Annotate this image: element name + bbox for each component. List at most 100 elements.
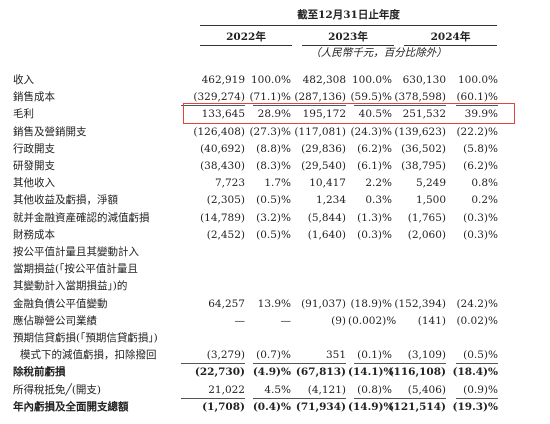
cell: 0.2% bbox=[471, 194, 498, 207]
cell: (117,081) bbox=[294, 125, 346, 138]
cell: (71.1)% bbox=[249, 91, 291, 104]
cell: (8.8)% bbox=[256, 142, 291, 155]
row-label: 模式下的減值虧損，扣除撥回 bbox=[20, 349, 157, 362]
row-label: 應佔聯營公司業績 bbox=[13, 314, 97, 327]
cell: (1,640) bbox=[307, 228, 346, 241]
sum-rule bbox=[456, 363, 498, 365]
cell: (2,452) bbox=[206, 228, 245, 241]
year-header: 2022年 bbox=[226, 31, 266, 43]
cell: (0.02)% bbox=[456, 314, 498, 327]
row-label: 其他收益及虧損，淨額 bbox=[13, 194, 118, 207]
cell: 64,257 bbox=[208, 297, 245, 310]
cell: (0.5)% bbox=[256, 228, 291, 241]
row-label: 其他收入 bbox=[13, 177, 55, 190]
cell: 4.5% bbox=[264, 383, 291, 396]
cell: (38,430) bbox=[200, 160, 245, 172]
cell: (59.5)% bbox=[350, 91, 392, 104]
cell: (126,408) bbox=[193, 125, 245, 138]
cell: (24.2)% bbox=[456, 297, 498, 310]
row-label: 收入 bbox=[13, 74, 34, 86]
highlight-box bbox=[183, 103, 515, 125]
cell: (2,305) bbox=[206, 194, 245, 207]
year-header: 2023年 bbox=[328, 31, 368, 43]
cell: (3,109) bbox=[407, 349, 446, 362]
cell: (1,708) bbox=[202, 400, 245, 413]
cell: (0.1)% bbox=[357, 349, 392, 362]
row-label: 行政開支 bbox=[13, 142, 55, 155]
cell: (3.2)% bbox=[256, 211, 291, 224]
row-label: 當期損益(「按公平值計量且 bbox=[13, 263, 138, 276]
cell: (19.3)% bbox=[452, 400, 499, 413]
cell: (40,692) bbox=[200, 142, 245, 155]
cell: 1,234 bbox=[315, 194, 346, 207]
cell: (0.3)% bbox=[357, 228, 392, 241]
cell: (5.8)% bbox=[463, 142, 498, 155]
cell: (6.2)% bbox=[463, 160, 498, 172]
row-label: 年內虧損及全面開支總額 bbox=[13, 400, 129, 413]
sum-rule bbox=[181, 105, 245, 107]
cell: (139,623) bbox=[394, 125, 446, 138]
cell: 40.5% bbox=[358, 108, 392, 121]
cell: 39.9% bbox=[464, 108, 498, 121]
cell: (1,765) bbox=[407, 211, 446, 224]
cell: 0.8% bbox=[471, 177, 498, 190]
cell: (6.2)% bbox=[357, 142, 392, 155]
cell: — bbox=[280, 314, 292, 327]
sum-rule bbox=[354, 105, 392, 107]
cell: (329,274) bbox=[193, 91, 245, 104]
cell: (22,730) bbox=[194, 366, 245, 379]
cell: (152,394) bbox=[394, 297, 446, 310]
row-label: 財務成本 bbox=[13, 228, 55, 241]
cell: (141) bbox=[417, 314, 446, 327]
cell: (0.002)% bbox=[348, 314, 397, 327]
cell: 5,249 bbox=[415, 177, 446, 190]
cell: (8.3)% bbox=[256, 160, 291, 172]
sum-rule bbox=[382, 105, 446, 107]
cell: (91,037) bbox=[301, 297, 346, 310]
cell: 10,417 bbox=[309, 177, 346, 190]
cell: 100.0% bbox=[457, 74, 498, 86]
cell: — bbox=[234, 314, 246, 327]
cell: (0.3)% bbox=[463, 228, 498, 241]
sum-rule bbox=[253, 105, 291, 107]
row-label: 研發開支 bbox=[13, 160, 55, 172]
cell: 462,919 bbox=[201, 74, 245, 86]
cell: 195,172 bbox=[302, 108, 346, 121]
row-label: 預期信貸虧損(「預期信貸虧損」) bbox=[13, 332, 158, 344]
cell: (38,795) bbox=[401, 160, 446, 172]
cell: (14,789) bbox=[200, 211, 245, 224]
cell: (0.4)% bbox=[252, 400, 291, 413]
cell: (0.9)% bbox=[463, 383, 498, 396]
cell: 251,532 bbox=[402, 108, 446, 121]
sum-rule bbox=[282, 397, 346, 399]
row-label: 所得稅抵免╱(開支) bbox=[13, 383, 102, 396]
cell: (3,279) bbox=[206, 349, 245, 362]
sum-rule bbox=[382, 397, 446, 399]
cell: (60.1)% bbox=[456, 91, 498, 104]
cell: (27.3)% bbox=[249, 125, 291, 138]
cell: 28.9% bbox=[257, 108, 291, 121]
sum-rule bbox=[181, 397, 245, 399]
sum-rule bbox=[282, 363, 346, 365]
cell: (9) bbox=[331, 314, 346, 327]
sum-rule bbox=[253, 397, 291, 399]
unit-note: （人民幣千元，百分比除外） bbox=[310, 47, 447, 59]
row-label: 其變動計入當期損益」)的 bbox=[13, 280, 128, 293]
header-rule bbox=[200, 25, 497, 26]
cell: (0.3)% bbox=[463, 211, 498, 224]
period-header: 截至12月31日止年度 bbox=[297, 9, 400, 21]
year-rule bbox=[200, 45, 292, 46]
cell: (1.3)% bbox=[357, 211, 392, 224]
cell: (0.8)% bbox=[357, 383, 392, 396]
cell: 351 bbox=[325, 349, 346, 362]
sum-rule bbox=[253, 363, 291, 365]
cell: (0.5)% bbox=[463, 349, 498, 362]
cell: (14.9)% bbox=[348, 400, 394, 413]
cell: 21,022 bbox=[208, 383, 245, 396]
cell: 1,500 bbox=[415, 194, 446, 207]
cell: (67,813) bbox=[295, 366, 346, 379]
cell: (116,108) bbox=[388, 366, 446, 379]
cell: (29,836) bbox=[301, 142, 346, 155]
cell: (22.2)% bbox=[456, 125, 498, 138]
